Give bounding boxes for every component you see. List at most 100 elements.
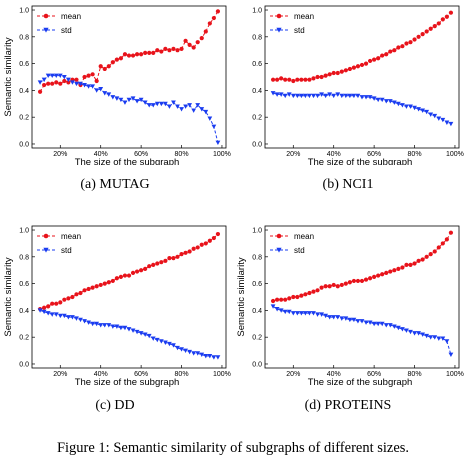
data-point-mean — [50, 301, 55, 306]
x-tick-label: 20% — [286, 151, 300, 158]
data-point-std — [404, 328, 409, 333]
data-point-mean — [50, 81, 55, 86]
data-point-std — [444, 120, 450, 125]
data-point-mean — [339, 282, 344, 288]
data-point-mean — [416, 34, 421, 39]
data-point-mean — [291, 294, 296, 300]
data-point-mean — [283, 297, 288, 302]
data-point-mean — [380, 272, 385, 277]
data-point-mean — [106, 280, 111, 285]
series-line-mean — [273, 12, 452, 82]
data-point-mean — [126, 53, 132, 58]
data-point-std — [319, 92, 324, 97]
data-point-std — [371, 321, 377, 327]
y-tick-label: 0.8 — [252, 254, 262, 261]
data-point-std — [383, 99, 389, 104]
data-point-mean — [175, 48, 180, 53]
data-point-mean — [388, 269, 393, 274]
data-point-std — [432, 113, 438, 119]
data-point-std — [171, 343, 176, 348]
data-point-mean — [311, 76, 316, 81]
data-point-mean — [102, 281, 107, 286]
axes-frame — [264, 5, 460, 149]
data-point-std — [207, 353, 213, 359]
data-point-mean — [163, 258, 168, 263]
data-point-mean — [428, 26, 433, 31]
data-point-mean — [299, 77, 304, 82]
data-point-mean — [70, 294, 75, 300]
data-point-std — [379, 321, 385, 327]
data-point-std — [311, 93, 316, 99]
x-tick-label: 60% — [367, 371, 381, 378]
data-point-mean — [90, 285, 95, 290]
x-tick-label: 40% — [327, 151, 341, 158]
data-point-mean — [147, 50, 152, 55]
data-point-mean — [211, 235, 216, 241]
data-point-std — [45, 73, 51, 79]
data-point-std — [167, 341, 172, 347]
data-point-std — [158, 339, 164, 344]
data-point-std — [142, 332, 148, 337]
y-tick-label: 1.0 — [252, 8, 262, 15]
data-point-std — [270, 304, 276, 309]
data-point-std — [122, 100, 128, 105]
data-point-std — [359, 319, 365, 324]
y-tick-label: 0.0 — [19, 141, 29, 148]
data-point-mean — [46, 81, 51, 86]
data-point-mean — [110, 60, 115, 65]
data-point-std — [298, 93, 304, 99]
x-tick-label: 60% — [134, 371, 148, 378]
data-point-std — [142, 100, 148, 105]
data-point-mean — [376, 56, 381, 61]
data-point-std — [211, 124, 217, 129]
data-point-std — [138, 97, 144, 103]
y-tick-label: 0.4 — [19, 88, 29, 95]
y-tick-label: 0.2 — [19, 335, 29, 342]
data-point-mean — [291, 78, 296, 84]
data-point-mean — [155, 48, 160, 53]
data-point-std — [106, 323, 112, 328]
data-point-mean — [295, 77, 300, 82]
data-point-std — [444, 339, 450, 344]
x-tick-label: 40% — [94, 151, 108, 158]
data-point-std — [282, 93, 288, 99]
x-axis-label: The size of the subgraph — [75, 157, 180, 165]
data-point-std — [319, 312, 324, 317]
data-point-std — [118, 325, 124, 331]
data-point-mean — [303, 77, 308, 82]
data-point-mean — [139, 52, 144, 57]
data-point-std — [53, 312, 59, 317]
y-tick-label: 0.6 — [19, 61, 29, 68]
data-point-std — [118, 97, 124, 103]
data-point-std — [400, 327, 405, 332]
data-point-mean — [315, 288, 320, 293]
data-point-std — [335, 92, 341, 97]
data-point-std — [90, 321, 96, 327]
data-point-mean — [444, 237, 449, 242]
data-point-std — [146, 333, 152, 339]
data-point-mean — [319, 285, 324, 290]
data-point-std — [363, 95, 369, 100]
data-point-mean — [66, 296, 71, 301]
data-point-std — [37, 308, 43, 313]
data-point-mean — [372, 274, 377, 280]
data-point-mean — [420, 257, 425, 262]
data-point-std — [167, 104, 172, 109]
data-point-std — [65, 315, 71, 320]
data-point-std — [355, 319, 361, 324]
data-point-std — [420, 108, 426, 113]
data-point-mean — [440, 241, 445, 246]
data-point-mean — [215, 231, 221, 237]
data-point-mean — [175, 254, 180, 259]
x-tick-label: 20% — [53, 371, 67, 378]
x-tick-label: 40% — [94, 371, 108, 378]
data-point-std — [138, 331, 144, 336]
data-point-std — [37, 80, 43, 85]
y-tick-label: 0.4 — [252, 308, 262, 315]
data-point-mean — [396, 45, 401, 50]
data-point-std — [335, 315, 341, 320]
y-tick-label: 0.0 — [252, 361, 262, 368]
data-point-std — [391, 100, 397, 105]
legend-label-std: std — [61, 246, 72, 255]
